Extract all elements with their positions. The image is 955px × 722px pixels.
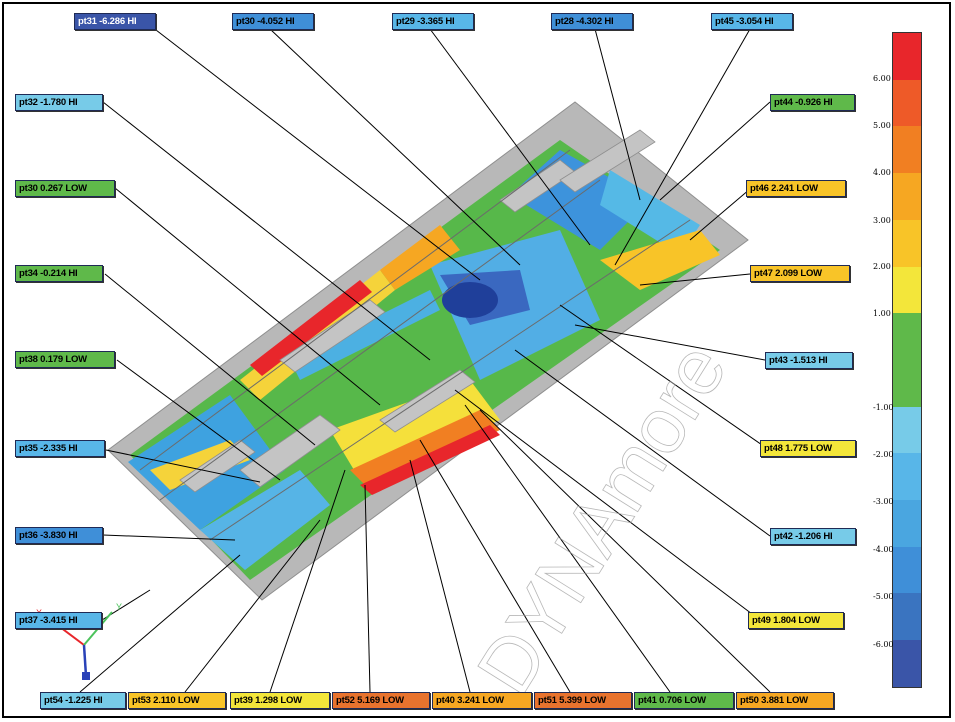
callout-pt29: pt29 -3.365 HI — [392, 13, 474, 30]
callout-pt36: pt36 -3.830 HI — [15, 527, 103, 544]
callout-pt37: pt37 -3.415 HI — [15, 612, 102, 629]
scale-border — [892, 32, 922, 688]
callout-pt42: pt42 -1.206 HI — [770, 528, 856, 545]
callout-pt49: pt49 1.804 LOW — [748, 612, 844, 629]
callout-pt48: pt48 1.775 LOW — [760, 440, 856, 457]
callout-pt53: pt53 2.110 LOW — [128, 692, 226, 709]
callout-pt34: pt34 -0.214 HI — [15, 265, 103, 282]
scale-tick-label: 4.00 — [873, 168, 891, 177]
callout-pt41: pt41 0.706 LOW — [634, 692, 734, 709]
scale-tick-label: 1.00 — [873, 309, 891, 318]
callout-pt32: pt32 -1.780 HI — [15, 94, 103, 111]
scale-tick-label: -4.00 — [873, 545, 894, 554]
callout-pt38: pt38 0.179 LOW — [15, 351, 115, 368]
callout-pt50: pt50 3.881 LOW — [736, 692, 834, 709]
callout-pt51: pt51 5.399 LOW — [534, 692, 632, 709]
callout-pt44: pt44 -0.926 HI — [770, 94, 855, 111]
callout-pt47: pt47 2.099 LOW — [750, 265, 850, 282]
callout-pt40: pt40 3.241 LOW — [432, 692, 532, 709]
callout-pt45: pt45 -3.054 HI — [711, 13, 793, 30]
scale-tick-label: 2.00 — [873, 262, 891, 271]
scale-tick-label: 3.00 — [873, 216, 891, 225]
callout-pt54: pt54 -1.225 HI — [40, 692, 126, 709]
callout-pt30: pt30 -4.052 HI — [232, 13, 314, 30]
scale-tick-label: -1.00 — [873, 403, 894, 412]
callout-pt39: pt39 1.298 LOW — [230, 692, 330, 709]
callout-pt35: pt35 -2.335 HI — [15, 440, 105, 457]
callout-pt31: pt31 -6.286 HI — [74, 13, 156, 30]
axis-y-label: Y — [116, 602, 122, 612]
callout-pt43: pt43 -1.513 HI — [765, 352, 853, 369]
scale-tick-label: -5.00 — [873, 592, 894, 601]
scale-tick-label: -6.00 — [873, 640, 894, 649]
scale-tick-label: -3.00 — [873, 497, 894, 506]
scale-tick-label: 6.00 — [873, 74, 891, 83]
scale-tick-label: 5.00 — [873, 121, 891, 130]
callout-pt28: pt28 -4.302 HI — [551, 13, 633, 30]
part-surface — [108, 102, 748, 600]
callout-pt46: pt46 2.241 LOW — [746, 180, 846, 197]
callout-pt33: pt30 0.267 LOW — [15, 180, 115, 197]
scale-tick-label: -2.00 — [873, 450, 894, 459]
callout-pt52: pt52 5.169 LOW — [332, 692, 430, 709]
